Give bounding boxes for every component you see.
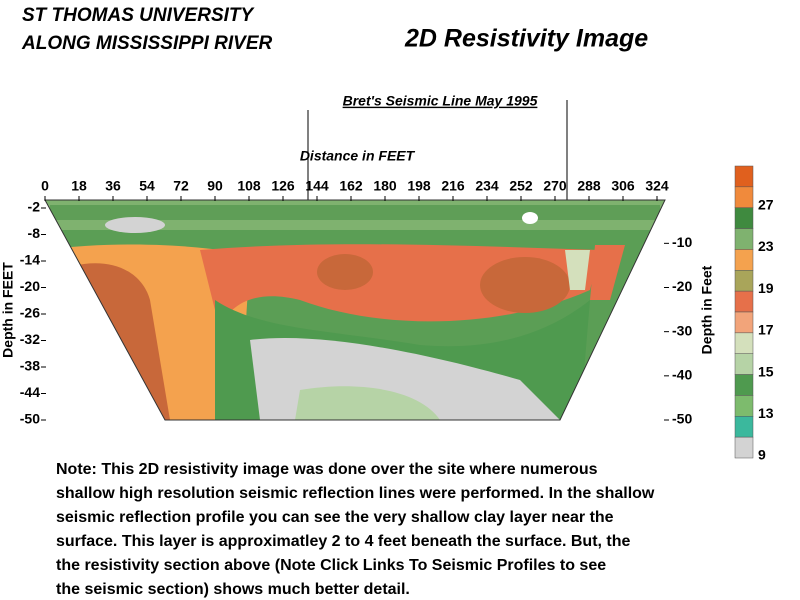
x-tick-label: 126 xyxy=(271,178,295,194)
colorbar-band xyxy=(734,353,754,375)
note-line: seismic reflection profile you can see t… xyxy=(56,509,614,526)
colorbar-band xyxy=(734,165,754,188)
y-tick-label: -44 xyxy=(20,384,40,400)
colorbar-band xyxy=(734,311,754,334)
axes: 0 18 36 54 72 90 108 126 144 162 180 198 216 234 252 27… xyxy=(20,178,693,427)
y-axis-label: Depth in FEET xyxy=(0,262,16,358)
y2-tick-label: -30 xyxy=(672,322,692,338)
x-tick-label: 72 xyxy=(173,178,189,194)
colorbar-band xyxy=(734,270,754,292)
y-tick-label: -32 xyxy=(20,331,40,347)
note-line: shallow high resolution seismic reflecti… xyxy=(56,485,655,502)
chart-title: 2D Resistivity Image xyxy=(404,25,648,53)
x-tick-label: 18 xyxy=(71,178,87,194)
y2-tick-label: -20 xyxy=(672,278,692,294)
x-tick-label: 306 xyxy=(611,178,635,194)
x-tick-label: 234 xyxy=(475,178,499,194)
x-tick-label: 324 xyxy=(645,178,669,194)
y-tick-label: -50 xyxy=(20,411,40,427)
y2-tick-label: -40 xyxy=(672,367,692,383)
colorbar-tick-label: 15 xyxy=(758,363,774,379)
x-tick-label: 216 xyxy=(441,178,465,194)
colorbar-band xyxy=(734,395,754,417)
colorbar-tick-label: 9 xyxy=(758,447,766,463)
colorbar-tick-label: 19 xyxy=(758,280,774,296)
x-tick-label: 54 xyxy=(139,178,155,194)
x-axis-label: Distance in FEET xyxy=(300,148,416,164)
note: Note: This 2D resistivity image was done… xyxy=(56,461,655,598)
colorbar-band xyxy=(734,332,754,354)
colorbar: 27 23 19 17 15 13 9 xyxy=(734,165,774,463)
colorbar-tick-label: 17 xyxy=(758,322,774,338)
x-tick-label: 162 xyxy=(339,178,363,194)
colorbar-tick-label: 13 xyxy=(758,405,774,421)
x-tick-label: 36 xyxy=(105,178,121,194)
y2-tick-label: -10 xyxy=(672,234,692,250)
colorbar-band xyxy=(734,228,754,250)
x-tick-label: 198 xyxy=(407,178,431,194)
x-tick-label: 180 xyxy=(373,178,397,194)
y-tick-label: -20 xyxy=(20,278,40,294)
x-tick-label: 0 xyxy=(41,178,49,194)
contour-field xyxy=(44,199,666,421)
y-tick-label: -2 xyxy=(28,199,41,215)
annotation: Bret's Seismic Line May 1995 xyxy=(343,93,538,109)
header-line: ST THOMAS UNIVERSITY xyxy=(22,5,256,26)
y-tick-label: -14 xyxy=(20,252,40,268)
header-line: ALONG MISSISSIPPI RIVER xyxy=(21,33,272,54)
x-tick-label: 252 xyxy=(509,178,533,194)
y2-tick-label: -50 xyxy=(672,411,692,427)
colorbar-tick-label: 27 xyxy=(758,196,774,212)
colorbar-band xyxy=(734,207,754,229)
x-tick-label: 108 xyxy=(237,178,261,194)
note-line: the seismic section) shows much better d… xyxy=(56,581,410,598)
colorbar-tick-label: 23 xyxy=(758,238,774,254)
note-line: the resistivity section above (Note Clic… xyxy=(56,557,606,574)
x-tick-label: 90 xyxy=(207,178,223,194)
colorbar-band xyxy=(734,416,754,438)
y-tick-label: -26 xyxy=(20,305,40,321)
note-line: Note: This 2D resistivity image was done… xyxy=(56,461,598,478)
x-tick-label: 288 xyxy=(577,178,601,194)
colorbar-band xyxy=(734,249,754,271)
y2-axis-label: Depth in Feet xyxy=(699,265,715,354)
colorbar-band xyxy=(734,290,754,313)
colorbar-band xyxy=(734,436,754,459)
x-tick-label: 144 xyxy=(305,178,329,194)
note-line: surface. This layer is approximatley 2 t… xyxy=(56,533,631,550)
y-tick-label: -8 xyxy=(28,225,41,241)
x-tick-label: 270 xyxy=(543,178,567,194)
y-tick-label: -38 xyxy=(20,358,40,374)
colorbar-band xyxy=(734,186,754,208)
colorbar-band xyxy=(734,374,754,396)
